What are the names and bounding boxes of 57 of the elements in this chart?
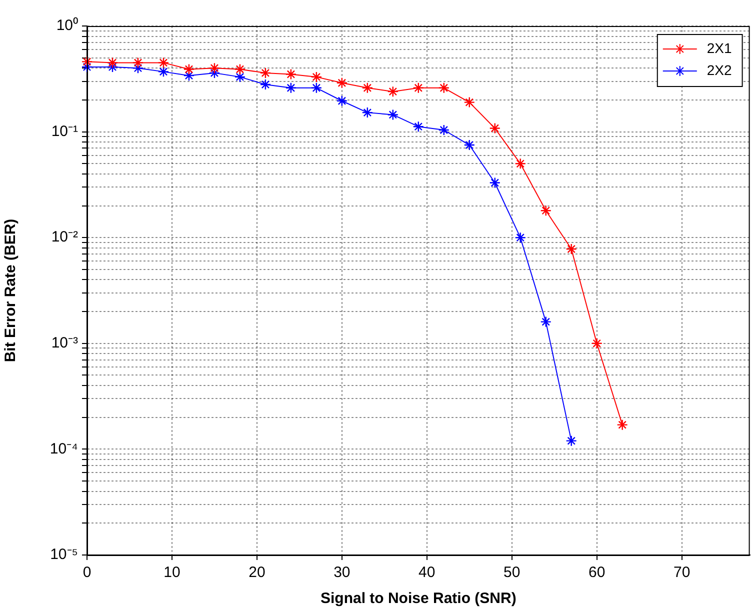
y-tick-label: 10⁻³ — [51, 334, 78, 352]
y-tick-label: 10⁻² — [51, 228, 78, 246]
point — [106, 57, 118, 68]
point — [362, 82, 374, 94]
point — [158, 57, 170, 68]
point — [285, 68, 297, 80]
point — [412, 82, 424, 94]
legend-label: 2X2 — [706, 62, 732, 78]
point — [387, 86, 399, 98]
point — [540, 316, 552, 328]
point — [234, 64, 246, 75]
point — [616, 419, 628, 430]
point — [336, 95, 348, 106]
point — [132, 62, 144, 74]
x-tick-label: 10 — [164, 564, 180, 582]
point — [514, 158, 526, 170]
point — [310, 82, 322, 94]
point — [183, 64, 195, 75]
point — [464, 96, 475, 108]
y-tick-label: 10⁻⁴ — [50, 440, 78, 458]
point — [336, 77, 348, 88]
point — [566, 243, 577, 255]
y-axis-title: Bit Error Rate (BER) — [2, 218, 20, 362]
point — [208, 62, 220, 74]
point — [464, 139, 475, 151]
x-tick-label: 60 — [588, 564, 606, 582]
x-tick-label: 70 — [673, 564, 690, 582]
x-tick-label: 30 — [334, 564, 350, 582]
point — [514, 232, 526, 244]
point — [591, 338, 602, 349]
point — [132, 57, 144, 68]
point — [183, 70, 195, 82]
x-tick-label: 50 — [504, 564, 520, 582]
point — [234, 71, 246, 83]
point — [362, 106, 374, 118]
y-tick-label: 10⁻¹ — [51, 122, 78, 140]
point — [285, 82, 297, 94]
point — [566, 435, 577, 446]
point — [310, 71, 322, 83]
point — [412, 120, 424, 132]
point — [489, 122, 500, 134]
x-axis-title: Signal to Noise Ratio (SNR) — [320, 590, 516, 608]
point — [438, 82, 450, 94]
x-tick-label: 20 — [248, 564, 266, 582]
point — [260, 67, 272, 79]
point — [489, 177, 500, 188]
point — [540, 204, 552, 216]
y-tick-label: 10⁻⁵ — [50, 546, 78, 564]
y-tick-label: 10⁰ — [56, 17, 78, 34]
legend-label: 2X1 — [706, 40, 732, 56]
point — [81, 56, 93, 68]
point — [387, 109, 399, 120]
point — [260, 78, 272, 90]
x-tick-label: 40 — [418, 564, 436, 582]
x-tick-label: 0 — [82, 564, 92, 582]
point — [438, 124, 450, 136]
point — [158, 66, 170, 78]
